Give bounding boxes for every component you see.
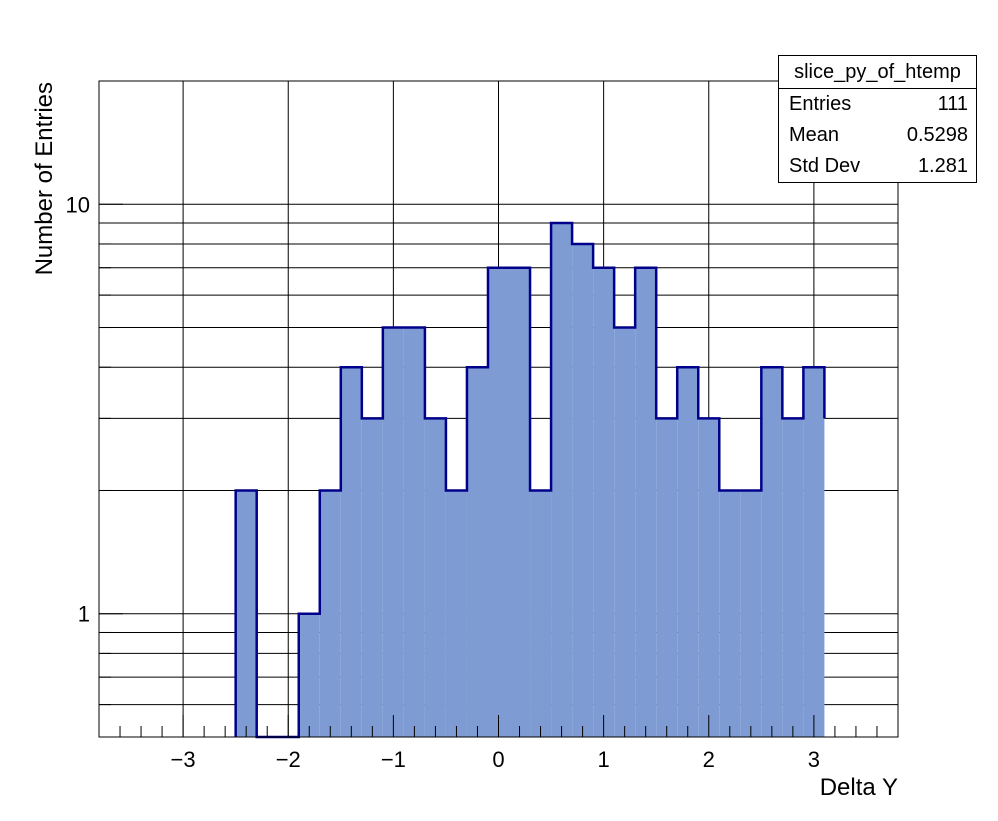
y-tick-label: 10 [66,192,90,217]
histogram-bar [530,490,552,737]
x-axis-label: Delta Y [820,774,898,801]
histogram-bar [593,267,615,737]
histogram-bar [509,267,531,737]
x-tick-label: −1 [381,747,406,772]
x-tick-label: 1 [598,747,610,772]
stats-value: 1.281 [917,155,968,177]
histogram-bar [466,367,488,737]
histogram-bar [656,418,678,737]
histogram-bar [803,367,825,737]
histogram-bar [319,490,341,737]
histogram-bar [361,418,383,737]
histogram-bar [298,613,320,737]
histogram-bar [424,418,446,737]
stats-row-mean: Mean 0.5298 [779,120,976,151]
histogram-bar [487,267,510,737]
stats-value: 0.5298 [906,124,968,146]
stats-key: Mean [789,124,840,146]
histogram-bar [782,418,804,737]
stats-key: Entries [789,93,852,115]
x-tick-label: 3 [808,747,820,772]
histogram-bar [677,367,699,737]
histogram-bar [614,327,636,737]
histogram-bar [403,327,425,737]
histogram-bar [235,490,257,737]
histogram-bar [551,223,573,737]
x-tick-label: 2 [703,747,715,772]
histogram-outline [234,221,826,739]
histogram-bar [340,367,362,737]
histogram-bar [382,327,404,737]
histogram-bar [445,490,467,737]
y-axis-label: Number of Entries [31,82,58,275]
axis-ticks [99,203,878,737]
x-tick-label: −3 [171,747,196,772]
histogram-bar [740,490,762,737]
stats-title: slice_py_of_htemp [779,56,976,89]
histogram-bar [761,367,783,737]
stats-box: slice_py_of_htemp Entries 111 Mean 0.529… [778,55,977,183]
stats-row-stddev: Std Dev 1.281 [779,151,976,182]
histogram-bar [572,243,594,737]
histogram-bars [234,221,826,739]
x-tick-label: 0 [492,747,504,772]
stats-key: Std Dev [789,155,861,177]
histogram-bar [719,490,741,737]
stats-row-entries: Entries 111 [779,89,976,120]
x-tick-label: −2 [276,747,301,772]
y-tick-label: 1 [78,602,90,627]
stats-value: 111 [937,93,968,115]
histogram-bar [698,418,720,737]
tick-labels: −3 −2 −1 0 1 2 3 1 10 [66,192,821,772]
histogram-bar [635,267,657,737]
